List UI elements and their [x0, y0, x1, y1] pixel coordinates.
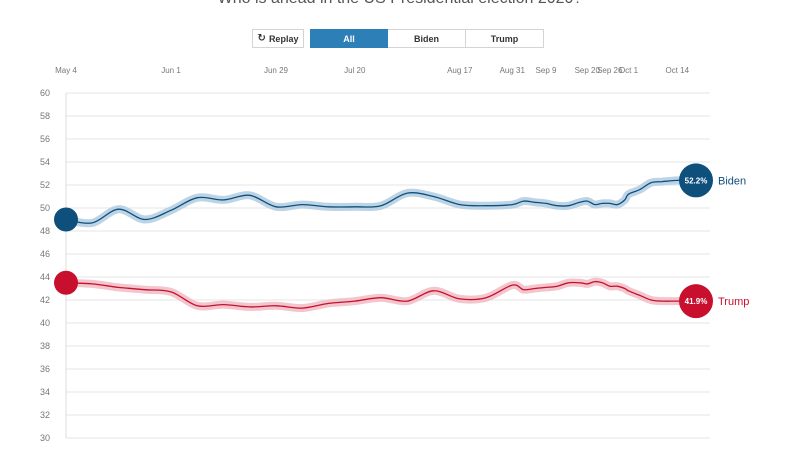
replay-label: Replay — [268, 33, 299, 44]
x-tick-label: Jun 29 — [264, 66, 289, 75]
y-tick-label: 48 — [40, 226, 50, 236]
x-tick-label: Oct 14 — [665, 66, 689, 75]
tab-all[interactable]: All — [310, 29, 388, 48]
x-tick-label: Jul 20 — [344, 66, 366, 75]
biden-end-marker — [679, 163, 713, 198]
chart-title: Who is ahead in the US Presidential elec… — [0, 0, 800, 8]
y-tick-label: 52 — [40, 180, 50, 190]
tab-trump[interactable]: Trump — [466, 29, 544, 48]
trump-end-value-label: 41.9% — [685, 297, 708, 306]
filter-controls: ↻ Replay All Biden Trump — [252, 29, 544, 48]
x-tick-label: May 4 — [55, 66, 77, 75]
y-tick-label: 38 — [40, 341, 50, 351]
x-tick-label: Sep 20 — [575, 66, 601, 75]
y-tick-label: 58 — [40, 111, 50, 121]
trump-series-line — [65, 280, 696, 309]
biden-end-value-label: 52.2% — [685, 176, 708, 185]
x-tick-label: Sep 9 — [536, 66, 557, 75]
y-tick-label: 40 — [40, 318, 50, 328]
y-tick-label: 32 — [40, 410, 50, 420]
y-tick-label: 56 — [40, 134, 50, 144]
y-tick-label: 42 — [40, 295, 50, 305]
tab-biden[interactable]: Biden — [388, 29, 466, 48]
y-tick-label: 54 — [40, 157, 50, 167]
replay-button[interactable]: ↻ Replay — [252, 29, 304, 48]
x-tick-label: Aug 17 — [447, 66, 473, 75]
y-tick-label: 46 — [40, 249, 50, 259]
trump-start-marker — [54, 270, 78, 295]
x-tick-label: Jun 1 — [161, 66, 181, 75]
trump-end-marker — [679, 284, 713, 319]
y-tick-label: 34 — [40, 387, 50, 397]
trump-confidence-band — [62, 277, 700, 313]
y-tick-label: 50 — [40, 203, 50, 213]
biden-series-label: Biden — [718, 175, 746, 187]
biden-series-line — [65, 179, 697, 224]
replay-icon: ↻ — [257, 33, 266, 44]
x-tick-label: Oct 1 — [619, 66, 639, 75]
y-tick-label: 36 — [40, 364, 50, 374]
biden-confidence-band — [62, 176, 700, 228]
x-tick-label: Aug 31 — [500, 66, 526, 75]
y-tick-label: 44 — [40, 272, 50, 282]
x-tick-label: Sep 26 — [597, 66, 623, 75]
y-tick-label: 60 — [40, 88, 50, 98]
y-tick-label: 30 — [40, 433, 50, 443]
trump-series-label: Trump — [718, 296, 749, 308]
biden-start-marker — [54, 207, 78, 232]
